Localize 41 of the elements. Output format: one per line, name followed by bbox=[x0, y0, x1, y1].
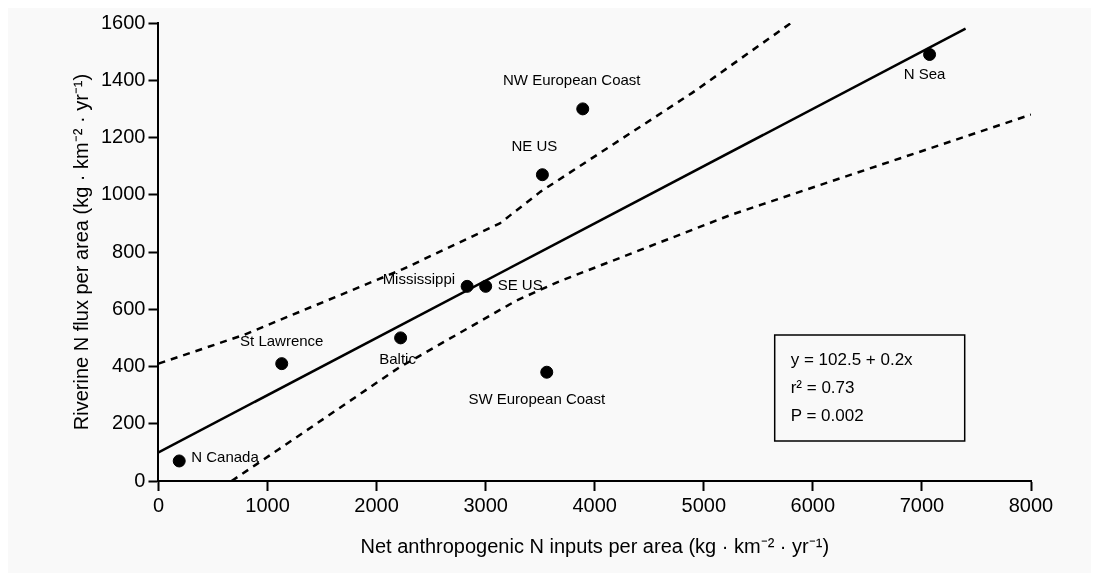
annotation: SE US bbox=[497, 276, 543, 294]
point bbox=[576, 102, 590, 116]
y-axis-title: Riverine N flux per area (kg · km⁻² · yr⁻¹) bbox=[69, 73, 92, 431]
x-tick-label: 4000 bbox=[572, 493, 617, 516]
x-axis-title: Net anthropogenic N inputs per area (kg · km⁻² · yr⁻¹) bbox=[360, 534, 830, 557]
annotation: y = 102.5 + 0.2x bbox=[790, 349, 914, 369]
annotation: r² = 0.73 bbox=[790, 377, 855, 397]
annotation: N Sea bbox=[903, 64, 947, 82]
point bbox=[479, 279, 493, 293]
x-tick-label: 5000 bbox=[681, 493, 727, 516]
point bbox=[275, 357, 289, 371]
annotation: Baltic bbox=[379, 350, 417, 368]
y-tick-label: 1000 bbox=[100, 182, 146, 205]
annotation: SW European Coast bbox=[468, 390, 606, 408]
y-tick-label: 600 bbox=[112, 296, 146, 319]
annotation: St Lawrence bbox=[240, 331, 324, 349]
annotation: P = 0.002 bbox=[790, 405, 864, 425]
x-tick-label: 1000 bbox=[245, 493, 290, 516]
point bbox=[172, 454, 186, 468]
x-tick-label: 2000 bbox=[354, 493, 399, 516]
annotation: N Canada bbox=[191, 448, 260, 466]
y-tick-label: 400 bbox=[112, 354, 146, 377]
y-tick-label: 200 bbox=[112, 411, 146, 434]
y-tick-label: 1200 bbox=[100, 125, 146, 148]
y-tick-label: 0 bbox=[134, 468, 146, 491]
y-tick-label: 800 bbox=[112, 239, 146, 262]
point bbox=[923, 47, 937, 61]
x-tick-label: 8000 bbox=[1008, 493, 1054, 516]
x-tick-label: 0 bbox=[152, 493, 165, 516]
annotation: NE US bbox=[511, 136, 558, 154]
point bbox=[535, 168, 549, 182]
point bbox=[394, 331, 408, 345]
annotation: Mississippi bbox=[382, 270, 456, 288]
point bbox=[460, 279, 474, 293]
x-tick-label: 3000 bbox=[463, 493, 508, 516]
x-tick-label: 6000 bbox=[790, 493, 836, 516]
y-tick-label: 1400 bbox=[100, 67, 146, 90]
x-tick-label: 7000 bbox=[899, 493, 945, 516]
y-tick-label: 1600 bbox=[100, 10, 146, 33]
annotation: NW European Coast bbox=[502, 71, 642, 89]
point bbox=[540, 365, 554, 379]
